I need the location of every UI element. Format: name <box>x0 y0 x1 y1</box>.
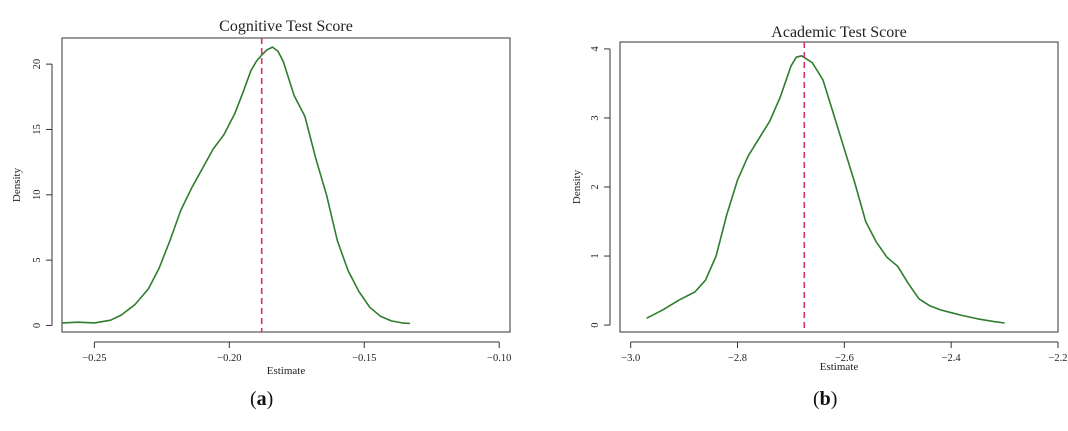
y-tick-label: 3 <box>590 115 601 120</box>
x-tick-label: −3.0 <box>621 353 640 364</box>
y-axis-label: Density <box>11 167 23 202</box>
y-tick-label: 15 <box>32 124 43 135</box>
x-tick-label: −2.8 <box>728 353 747 364</box>
y-tick-label: 1 <box>590 253 601 258</box>
chart-title: Cognitive Test Score <box>219 18 353 35</box>
panel-label-b: (b) <box>813 388 838 410</box>
chart-title: Academic Test Score <box>771 24 906 41</box>
x-tick-label: −2.4 <box>942 353 962 364</box>
chart-panel-b: Academic Test Score −3.0 −2.8 −2.6 −2.4 −2.2 0… <box>571 24 1068 373</box>
x-axis-label: Estimate <box>820 361 859 373</box>
y-tick-label: 10 <box>32 190 43 201</box>
y-tick-label: 20 <box>32 59 43 70</box>
x-tick-label: −2.2 <box>1048 353 1067 364</box>
density-line <box>61 46 411 325</box>
x-tick-label: −0.20 <box>217 353 241 364</box>
panel-letter-a: a <box>256 388 267 410</box>
panel-letter-b: b <box>819 388 831 410</box>
panel-label-a: (a) <box>250 388 274 410</box>
x-tick-label: −0.15 <box>352 353 376 364</box>
density-line <box>646 54 1005 324</box>
y-tick-label: 5 <box>32 258 43 263</box>
y-axis-label: Density <box>571 169 583 204</box>
x-tick-label: −2.6 <box>835 353 854 364</box>
x-axis-label: Estimate <box>267 365 306 377</box>
x-tick-label: −0.10 <box>487 353 511 364</box>
y-tick-label: 2 <box>590 184 601 189</box>
x-tick-label: −0.25 <box>82 353 106 364</box>
plot-frame <box>619 41 1059 333</box>
y-tick-label: 4 <box>590 46 601 52</box>
y-tick-label: 0 <box>590 322 601 327</box>
chart-panel-a: Cognitive Test Score −0.25 −0.20 −0.15 −0.10… <box>11 18 511 377</box>
plot-frame <box>61 37 511 333</box>
y-tick-label: 0 <box>32 323 43 328</box>
